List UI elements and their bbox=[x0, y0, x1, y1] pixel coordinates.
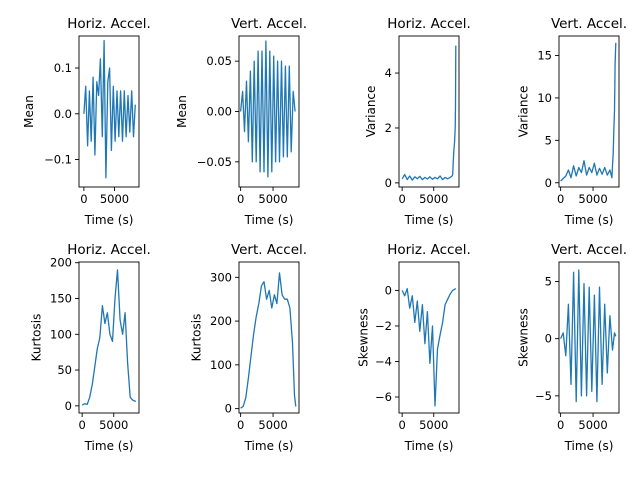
y-tick-label: 200 bbox=[210, 314, 232, 328]
subplot-6: 0 5000 0 100 200 300 Vert. Accel. Time (s) Kurto… bbox=[189, 242, 307, 453]
x-tick-label: 0 bbox=[78, 418, 85, 432]
axes-frame bbox=[238, 261, 300, 414]
x-tick-label: 5000 bbox=[258, 418, 287, 432]
y-tick-label: −5 bbox=[535, 389, 552, 403]
subplot-title: Horiz. Accel. bbox=[387, 242, 471, 258]
x-tick-label: 5000 bbox=[419, 418, 448, 432]
y-tick-label: 0 bbox=[225, 402, 232, 416]
x-axis-label: Time (s) bbox=[404, 439, 454, 453]
y-axis-label: Skewness bbox=[517, 308, 531, 367]
subplot-1: 0 5000 −0.1 0.0 0.1 Horiz. Accel. Time (s) Mean bbox=[22, 16, 151, 227]
y-tick-label: 100 bbox=[210, 358, 232, 372]
subplot-3: 0 5000 0 2 4 Horiz. Accel. Time (s) Variance bbox=[364, 16, 471, 227]
subplot-title: Vert. Accel. bbox=[231, 242, 307, 258]
axes-frame bbox=[558, 261, 620, 414]
series-line bbox=[401, 287, 457, 407]
y-axis-label: Skewness bbox=[357, 308, 371, 367]
x-tick-label: 0 bbox=[398, 418, 405, 432]
y-tick-label: 5 bbox=[545, 274, 552, 288]
y-tick-label: 0 bbox=[545, 176, 552, 190]
y-axis-label: Mean bbox=[22, 95, 36, 128]
y-tick-label: −2 bbox=[375, 319, 392, 333]
x-tick-label: 5000 bbox=[258, 192, 287, 206]
y-tick-label: 200 bbox=[50, 256, 72, 270]
x-tick-label: 0 bbox=[557, 418, 564, 432]
y-tick-label: −0.05 bbox=[197, 155, 232, 169]
x-axis-label: Time (s) bbox=[244, 213, 294, 227]
axes-frame bbox=[78, 261, 140, 414]
axes-frame bbox=[398, 261, 460, 414]
y-tick-label: 150 bbox=[50, 291, 72, 305]
y-tick-label: 10 bbox=[537, 91, 552, 105]
y-tick-label: 50 bbox=[57, 363, 72, 377]
subplot-title: Vert. Accel. bbox=[231, 16, 307, 32]
series-line bbox=[81, 269, 137, 406]
axes-frame bbox=[398, 35, 460, 188]
y-tick-label: 4 bbox=[385, 66, 392, 80]
x-tick-label: 5000 bbox=[100, 192, 129, 206]
x-axis-label: Time (s) bbox=[84, 439, 134, 453]
y-axis-label: Kurtosis bbox=[189, 314, 203, 362]
y-axis-label: Kurtosis bbox=[29, 314, 43, 362]
y-tick-label: −0.1 bbox=[44, 153, 72, 167]
x-axis-label: Time (s) bbox=[564, 213, 614, 227]
x-tick-label: 0 bbox=[80, 192, 87, 206]
y-tick-label: 0.00 bbox=[206, 105, 232, 119]
y-tick-label: 15 bbox=[537, 49, 552, 63]
subplot-title: Vert. Accel. bbox=[551, 16, 627, 32]
series-line bbox=[83, 39, 136, 179]
series-line bbox=[560, 269, 617, 403]
x-tick-label: 0 bbox=[237, 418, 244, 432]
y-tick-label: 300 bbox=[210, 270, 232, 284]
x-tick-label: 0 bbox=[557, 192, 564, 206]
y-axis-label: Mean bbox=[175, 95, 189, 128]
series-line bbox=[240, 272, 297, 409]
series-line bbox=[401, 45, 457, 181]
x-tick-label: 0 bbox=[237, 192, 244, 206]
y-tick-label: 0.05 bbox=[206, 54, 232, 68]
y-tick-label: 0 bbox=[385, 176, 392, 190]
y-tick-label: 100 bbox=[50, 327, 72, 341]
subplot-title: Horiz. Accel. bbox=[67, 16, 151, 32]
x-axis-label: Time (s) bbox=[84, 213, 134, 227]
y-tick-label: 5 bbox=[545, 133, 552, 147]
y-tick-label: 0 bbox=[65, 399, 72, 413]
y-tick-label: 0.0 bbox=[54, 107, 72, 121]
y-tick-label: −6 bbox=[375, 390, 392, 404]
subplot-2: 0 5000 −0.05 0.00 0.05 Vert. Accel. Time (s) Me… bbox=[175, 16, 307, 227]
y-tick-label: 0 bbox=[545, 332, 552, 346]
subplot-title: Horiz. Accel. bbox=[387, 16, 471, 32]
x-tick-label: 0 bbox=[398, 192, 405, 206]
subplot-4: 0 5000 0 5 10 15 Vert. Accel. Time (s) Variance bbox=[517, 16, 627, 227]
y-tick-label: −4 bbox=[375, 354, 392, 368]
subplot-7: 0 5000 −6 −4 −2 0 Horiz. Accel. Time (s) Skewnes… bbox=[357, 242, 471, 453]
y-axis-label: Variance bbox=[364, 86, 378, 138]
subplot-8: 0 5000 −5 0 5 Vert. Accel. Time (s) Skewness bbox=[517, 242, 627, 453]
x-axis-label: Time (s) bbox=[404, 213, 454, 227]
y-axis-label: Variance bbox=[517, 86, 531, 138]
x-axis-label: Time (s) bbox=[564, 439, 614, 453]
x-tick-label: 5000 bbox=[99, 418, 128, 432]
subplot-title: Horiz. Accel. bbox=[67, 242, 151, 258]
x-tick-label: 5000 bbox=[419, 192, 448, 206]
axes-frame bbox=[558, 35, 620, 188]
y-tick-label: 2 bbox=[385, 121, 392, 135]
y-tick-label: 0.1 bbox=[54, 61, 72, 75]
series-line bbox=[560, 42, 617, 182]
axes-frame bbox=[78, 35, 140, 188]
y-tick-label: 0 bbox=[385, 283, 392, 297]
x-axis-label: Time (s) bbox=[244, 439, 294, 453]
subplot-title: Vert. Accel. bbox=[551, 242, 627, 258]
x-tick-label: 5000 bbox=[578, 418, 607, 432]
series-line bbox=[239, 40, 296, 178]
x-tick-label: 5000 bbox=[578, 192, 607, 206]
